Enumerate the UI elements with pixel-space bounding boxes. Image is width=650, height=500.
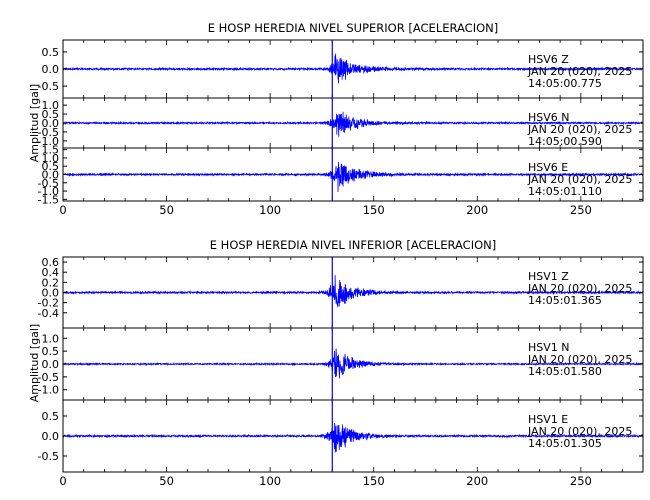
y-tick-label: 0.0 (42, 358, 60, 371)
waveform-trace (63, 423, 643, 453)
y-tick-label: -0.5 (38, 126, 59, 139)
y-tick-label: -0.4 (38, 307, 59, 320)
date-label: JAN 20 (020), 2025 (527, 282, 632, 295)
y-tick-label: 0.0 (42, 117, 60, 130)
station-label: HSV1 E (528, 413, 568, 426)
x-tick-label: 50 (159, 474, 174, 488)
time-label: 14:05:01.305 (528, 437, 602, 450)
y-tick-label: 0.4 (42, 266, 60, 279)
waveform-trace (63, 348, 643, 379)
y-tick-label: -1.0 (38, 135, 59, 148)
y-tick-label: -0.5 (38, 177, 59, 190)
x-tick-label: 250 (570, 474, 592, 488)
time-label: 14:05:00.590 (528, 135, 602, 148)
y-tick-label: 1.5 (42, 144, 60, 157)
station-label: HSV6 Z (528, 53, 569, 66)
waveform-trace (63, 111, 643, 137)
date-label: JAN 20 (020), 2025 (527, 123, 632, 136)
y-tick-label: 1.0 (42, 152, 60, 165)
y-tick-label: 0.0 (42, 63, 60, 76)
y-tick-label: 1.0 (42, 99, 60, 112)
y-tick-label: -1.0 (38, 384, 59, 397)
y-tick-label: -1.5 (38, 193, 59, 206)
x-tick-label: 200 (466, 203, 488, 217)
chart-lower-level: E HOSP HEREDIA NIVEL INFERIOR [ACELERACI… (28, 238, 644, 488)
date-label: JAN 20 (020), 2025 (527, 65, 632, 78)
station-label: HSV1 Z (528, 270, 569, 283)
station-label: HSV6 N (528, 111, 570, 124)
x-tick-label: 200 (466, 474, 488, 488)
y-tick-label: -0.5 (38, 371, 59, 384)
time-label: 14:05:01.110 (528, 185, 602, 198)
y-tick-label: 0.2 (42, 276, 60, 289)
y-tick-label: 0.0 (42, 287, 60, 300)
waveform-trace (63, 53, 643, 84)
time-label: 14:05:01.365 (528, 294, 602, 307)
y-tick-label: -0.5 (38, 450, 59, 463)
chart-upper-level: E HOSP HEREDIA NIVEL SUPERIOR [ACELERACI… (28, 21, 644, 217)
y-tick-label: 0.0 (42, 430, 60, 443)
y-tick-label: -1.0 (38, 185, 59, 198)
y-axis-label: Amplitud [gal] (28, 84, 41, 162)
chart-title: E HOSP HEREDIA NIVEL INFERIOR [ACELERACI… (210, 238, 496, 252)
waveform-trace (63, 275, 643, 308)
x-tick-label: 100 (259, 474, 281, 488)
y-tick-label: 0.5 (42, 345, 60, 358)
x-tick-label: 100 (259, 203, 281, 217)
station-label: HSV6 E (528, 161, 568, 174)
y-tick-label: 0.0 (42, 169, 60, 182)
y-tick-label: -0.2 (38, 297, 59, 310)
y-axis-label: Amplitud [gal] (28, 324, 41, 402)
x-tick-label: 0 (59, 203, 66, 217)
y-tick-label: 0.5 (42, 46, 60, 59)
date-label: JAN 20 (020), 2025 (527, 425, 632, 438)
x-tick-label: 150 (363, 203, 385, 217)
y-tick-label: 0.5 (42, 410, 60, 423)
date-label: JAN 20 (020), 2025 (527, 173, 632, 186)
station-label: HSV1 N (528, 341, 570, 354)
y-tick-label: 0.5 (42, 160, 60, 173)
waveform-trace (63, 161, 643, 192)
chart-title: E HOSP HEREDIA NIVEL SUPERIOR [ACELERACI… (208, 21, 499, 35)
y-tick-label: 1.0 (42, 332, 60, 345)
y-tick-label: 0.5 (42, 108, 60, 121)
x-tick-label: 0 (59, 474, 66, 488)
date-label: JAN 20 (020), 2025 (527, 353, 632, 366)
y-tick-label: 0.6 (42, 256, 60, 269)
time-label: 14:05:01.580 (528, 365, 602, 378)
x-tick-label: 150 (363, 474, 385, 488)
x-tick-label: 50 (159, 203, 174, 217)
x-tick-label: 250 (570, 203, 592, 217)
y-tick-label: -0.5 (38, 80, 59, 93)
time-label: 14:05:00.775 (528, 77, 602, 90)
